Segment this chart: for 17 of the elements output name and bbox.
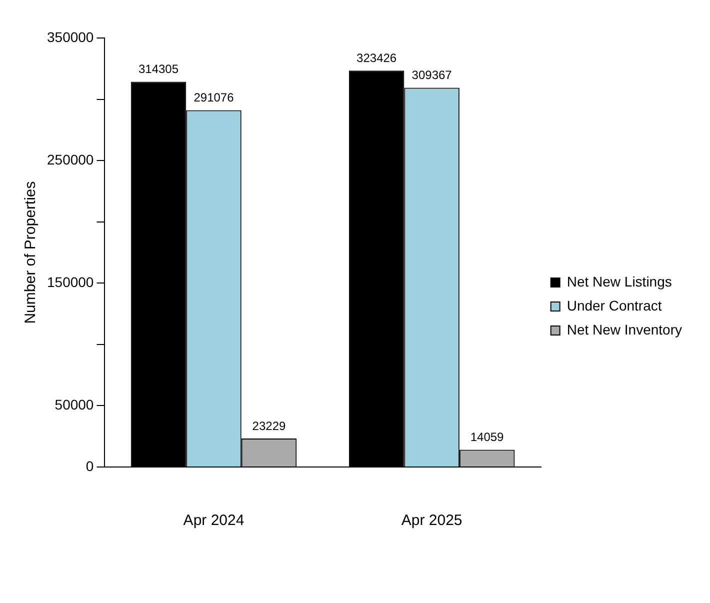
- data-label: 309367: [412, 68, 452, 82]
- y-tick-label: 250000: [47, 151, 94, 168]
- data-label: 291076: [194, 90, 234, 105]
- y-tick-label: 0: [86, 458, 94, 474]
- y-tick-label: 150000: [47, 274, 94, 290]
- data-label: 14059: [470, 430, 504, 444]
- y-tick-label: 50000: [54, 396, 94, 413]
- x-tick-label: Apr 2024: [183, 512, 244, 530]
- data-label: 314305: [138, 62, 179, 76]
- legend-label: Net New Inventory: [566, 321, 682, 338]
- y-axis-title: Number of Properties: [22, 181, 40, 324]
- legend-label: Net New Listings: [566, 273, 672, 290]
- y-tick-label: 350000: [47, 28, 94, 45]
- data-label: 23229: [252, 418, 286, 433]
- data-label: 323426: [356, 50, 397, 65]
- legend-label: Under Contract: [566, 297, 662, 314]
- x-tick-label: Apr 2025: [401, 512, 462, 530]
